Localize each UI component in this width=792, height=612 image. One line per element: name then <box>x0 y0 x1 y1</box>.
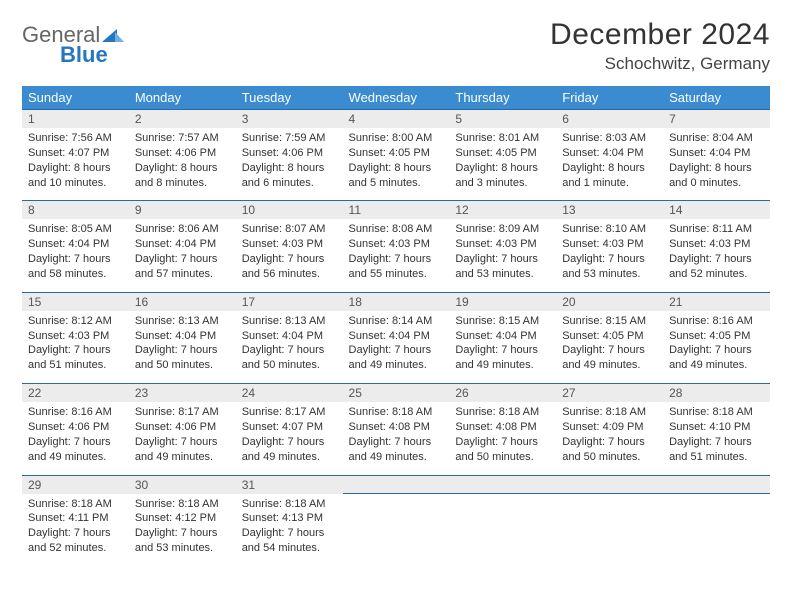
day-details: Sunrise: 8:05 AMSunset: 4:04 PMDaylight:… <box>22 219 129 292</box>
day-number: 23 <box>129 384 236 403</box>
day-number: 29 <box>22 475 129 494</box>
daynum-row: 891011121314 <box>22 201 770 220</box>
empty-cell <box>449 475 556 494</box>
day-details: Sunrise: 8:18 AMSunset: 4:13 PMDaylight:… <box>236 494 343 566</box>
day-details: Sunrise: 7:59 AMSunset: 4:06 PMDaylight:… <box>236 128 343 201</box>
day-header-row: SundayMondayTuesdayWednesdayThursdayFrid… <box>22 86 770 110</box>
day-number: 19 <box>449 292 556 311</box>
day-details: Sunrise: 8:15 AMSunset: 4:04 PMDaylight:… <box>449 311 556 384</box>
logo-word2: Blue <box>60 44 126 66</box>
day-number: 7 <box>663 110 770 129</box>
day-details: Sunrise: 8:09 AMSunset: 4:03 PMDaylight:… <box>449 219 556 292</box>
day-details: Sunrise: 8:16 AMSunset: 4:06 PMDaylight:… <box>22 402 129 475</box>
empty-cell <box>343 494 450 566</box>
empty-cell <box>556 475 663 494</box>
day-number: 27 <box>556 384 663 403</box>
day-number: 8 <box>22 201 129 220</box>
day-number: 5 <box>449 110 556 129</box>
header: GeneralBlue December 2024 Schochwitz, Ge… <box>22 18 770 74</box>
daynum-row: 22232425262728 <box>22 384 770 403</box>
day-number: 17 <box>236 292 343 311</box>
day-number: 22 <box>22 384 129 403</box>
day-number: 24 <box>236 384 343 403</box>
empty-cell <box>556 494 663 566</box>
day-header: Wednesday <box>343 86 450 110</box>
day-number: 3 <box>236 110 343 129</box>
day-number: 16 <box>129 292 236 311</box>
day-details: Sunrise: 8:18 AMSunset: 4:12 PMDaylight:… <box>129 494 236 566</box>
day-number: 1 <box>22 110 129 129</box>
detail-row: Sunrise: 8:12 AMSunset: 4:03 PMDaylight:… <box>22 311 770 384</box>
day-number: 11 <box>343 201 450 220</box>
daynum-row: 15161718192021 <box>22 292 770 311</box>
day-details: Sunrise: 8:13 AMSunset: 4:04 PMDaylight:… <box>236 311 343 384</box>
day-details: Sunrise: 8:15 AMSunset: 4:05 PMDaylight:… <box>556 311 663 384</box>
title-block: December 2024 Schochwitz, Germany <box>550 18 770 74</box>
day-details: Sunrise: 8:04 AMSunset: 4:04 PMDaylight:… <box>663 128 770 201</box>
day-number: 12 <box>449 201 556 220</box>
day-header: Tuesday <box>236 86 343 110</box>
empty-cell <box>449 494 556 566</box>
day-number: 4 <box>343 110 450 129</box>
detail-row: Sunrise: 8:18 AMSunset: 4:11 PMDaylight:… <box>22 494 770 566</box>
day-details: Sunrise: 8:12 AMSunset: 4:03 PMDaylight:… <box>22 311 129 384</box>
day-number: 18 <box>343 292 450 311</box>
day-number: 21 <box>663 292 770 311</box>
day-details: Sunrise: 8:17 AMSunset: 4:06 PMDaylight:… <box>129 402 236 475</box>
day-details: Sunrise: 8:18 AMSunset: 4:08 PMDaylight:… <box>449 402 556 475</box>
day-details: Sunrise: 8:08 AMSunset: 4:03 PMDaylight:… <box>343 219 450 292</box>
day-number: 10 <box>236 201 343 220</box>
day-details: Sunrise: 8:10 AMSunset: 4:03 PMDaylight:… <box>556 219 663 292</box>
day-details: Sunrise: 8:01 AMSunset: 4:05 PMDaylight:… <box>449 128 556 201</box>
daynum-row: 293031 <box>22 475 770 494</box>
day-number: 13 <box>556 201 663 220</box>
day-details: Sunrise: 8:11 AMSunset: 4:03 PMDaylight:… <box>663 219 770 292</box>
day-number: 30 <box>129 475 236 494</box>
day-details: Sunrise: 8:18 AMSunset: 4:11 PMDaylight:… <box>22 494 129 566</box>
day-header: Thursday <box>449 86 556 110</box>
day-number: 31 <box>236 475 343 494</box>
detail-row: Sunrise: 8:05 AMSunset: 4:04 PMDaylight:… <box>22 219 770 292</box>
day-details: Sunrise: 7:57 AMSunset: 4:06 PMDaylight:… <box>129 128 236 201</box>
day-number: 26 <box>449 384 556 403</box>
day-details: Sunrise: 8:17 AMSunset: 4:07 PMDaylight:… <box>236 402 343 475</box>
location: Schochwitz, Germany <box>550 54 770 74</box>
empty-cell <box>663 475 770 494</box>
day-details: Sunrise: 7:56 AMSunset: 4:07 PMDaylight:… <box>22 128 129 201</box>
day-number: 6 <box>556 110 663 129</box>
calendar-table: SundayMondayTuesdayWednesdayThursdayFrid… <box>22 86 770 566</box>
day-header: Saturday <box>663 86 770 110</box>
day-number: 14 <box>663 201 770 220</box>
day-header: Monday <box>129 86 236 110</box>
day-details: Sunrise: 8:13 AMSunset: 4:04 PMDaylight:… <box>129 311 236 384</box>
day-number: 15 <box>22 292 129 311</box>
day-details: Sunrise: 8:18 AMSunset: 4:09 PMDaylight:… <box>556 402 663 475</box>
day-details: Sunrise: 8:06 AMSunset: 4:04 PMDaylight:… <box>129 219 236 292</box>
detail-row: Sunrise: 7:56 AMSunset: 4:07 PMDaylight:… <box>22 128 770 201</box>
day-details: Sunrise: 8:18 AMSunset: 4:08 PMDaylight:… <box>343 402 450 475</box>
day-details: Sunrise: 8:07 AMSunset: 4:03 PMDaylight:… <box>236 219 343 292</box>
logo: GeneralBlue <box>22 18 126 66</box>
day-details: Sunrise: 8:16 AMSunset: 4:05 PMDaylight:… <box>663 311 770 384</box>
detail-row: Sunrise: 8:16 AMSunset: 4:06 PMDaylight:… <box>22 402 770 475</box>
day-header: Sunday <box>22 86 129 110</box>
day-number: 25 <box>343 384 450 403</box>
daynum-row: 1234567 <box>22 110 770 129</box>
day-number: 2 <box>129 110 236 129</box>
day-details: Sunrise: 8:18 AMSunset: 4:10 PMDaylight:… <box>663 402 770 475</box>
empty-cell <box>343 475 450 494</box>
day-details: Sunrise: 8:00 AMSunset: 4:05 PMDaylight:… <box>343 128 450 201</box>
page-title: December 2024 <box>550 18 770 52</box>
day-details: Sunrise: 8:03 AMSunset: 4:04 PMDaylight:… <box>556 128 663 201</box>
day-number: 20 <box>556 292 663 311</box>
day-number: 9 <box>129 201 236 220</box>
day-details: Sunrise: 8:14 AMSunset: 4:04 PMDaylight:… <box>343 311 450 384</box>
day-number: 28 <box>663 384 770 403</box>
day-header: Friday <box>556 86 663 110</box>
empty-cell <box>663 494 770 566</box>
